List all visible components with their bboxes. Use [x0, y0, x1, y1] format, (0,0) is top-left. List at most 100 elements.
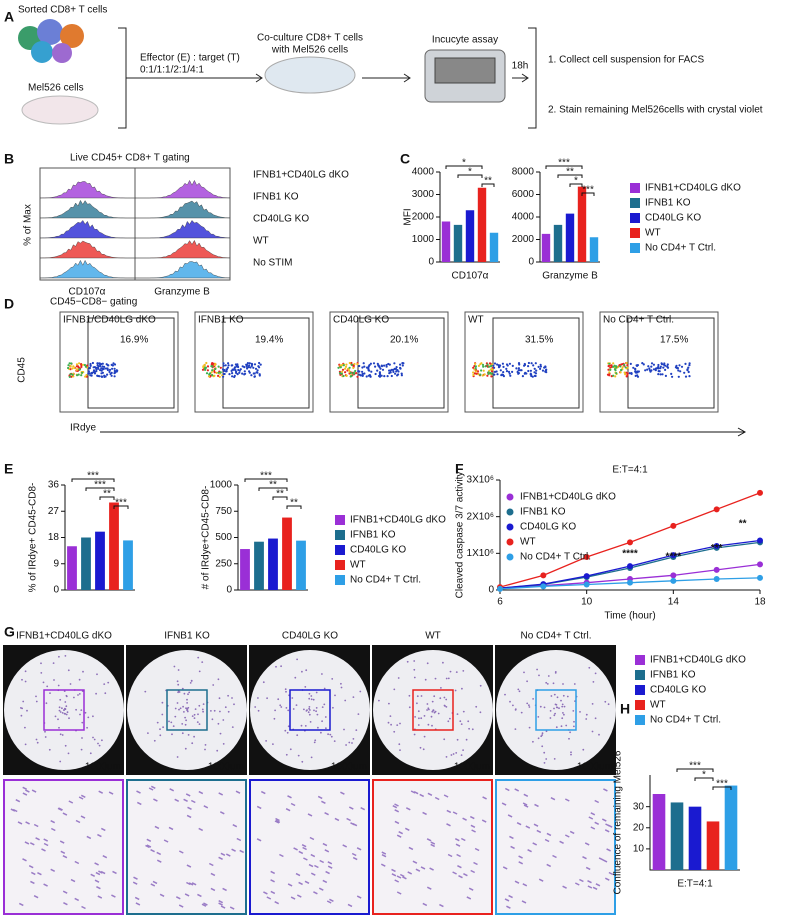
cell [227, 694, 230, 697]
cell [295, 704, 298, 706]
cell [333, 740, 336, 742]
event [402, 362, 405, 365]
event [232, 368, 235, 371]
sig-label: *** [558, 158, 570, 169]
cell [582, 856, 587, 860]
cell [80, 794, 86, 798]
cell [324, 849, 330, 853]
histogram [39, 220, 135, 239]
cell [67, 669, 70, 672]
cell [426, 838, 432, 842]
event [110, 374, 113, 377]
flow-frame [59, 311, 179, 413]
cell [408, 706, 411, 709]
cell [563, 713, 565, 716]
cell [81, 737, 83, 739]
cell [549, 710, 552, 712]
event [517, 367, 521, 370]
legend-swatch [630, 213, 640, 223]
cell [537, 716, 540, 718]
zoom-box [289, 689, 331, 731]
cell [169, 788, 175, 792]
point [670, 577, 677, 584]
cell [526, 702, 529, 705]
y-tick-label: 1X10⁶ [467, 548, 494, 559]
cell [212, 684, 215, 686]
cell [396, 834, 402, 838]
legend-swatch [630, 198, 640, 208]
cell [396, 891, 402, 895]
event [387, 362, 390, 366]
cell [275, 817, 280, 822]
cell [277, 698, 280, 701]
well [496, 650, 616, 770]
cell [308, 706, 311, 708]
event [223, 369, 226, 372]
cell [516, 822, 522, 826]
cell [58, 709, 61, 712]
cell [79, 713, 81, 716]
legend-label: IFNB1 KO [645, 198, 691, 209]
cell [454, 689, 457, 692]
cell [186, 710, 189, 713]
event [258, 366, 261, 369]
cell [260, 790, 266, 795]
cell [518, 690, 521, 693]
event [634, 368, 637, 371]
cell [520, 711, 523, 714]
cell [352, 738, 355, 740]
cell [541, 734, 544, 736]
cell [100, 827, 106, 832]
cell [184, 893, 190, 897]
cell [296, 734, 299, 737]
event [625, 371, 628, 374]
cell [514, 880, 520, 884]
panel-label: C [400, 151, 410, 167]
image-label: IFNB1 KO [164, 631, 210, 642]
event [487, 371, 490, 374]
cell [174, 798, 180, 802]
event [487, 372, 490, 375]
hist-group: CD40LG KO [253, 214, 309, 225]
event [650, 365, 653, 368]
event [619, 371, 622, 374]
event [100, 369, 103, 372]
event [642, 363, 645, 366]
event [619, 365, 622, 368]
event [80, 365, 83, 368]
cell [24, 670, 27, 673]
cell [355, 729, 358, 731]
cell [428, 708, 430, 711]
x-axis-label: Granzyme B [542, 271, 598, 282]
cell [50, 868, 56, 872]
cell [462, 670, 465, 672]
cell [323, 703, 326, 706]
cell [359, 690, 362, 693]
cell [153, 739, 156, 742]
cell [418, 717, 420, 720]
event [101, 371, 104, 374]
x-axis-label: E:T=4:1 [677, 879, 713, 890]
cell [603, 788, 608, 792]
legend-label: No CD4+ T Ctrl. [520, 552, 591, 563]
event [380, 374, 383, 377]
event [378, 371, 381, 374]
cell [297, 754, 300, 757]
event [623, 363, 626, 366]
event [231, 372, 234, 375]
cell [427, 792, 433, 796]
cell [552, 854, 557, 859]
event [342, 364, 345, 367]
cell [443, 794, 449, 798]
cell [330, 735, 333, 738]
image-label: No CD4+ T Ctrl. [520, 631, 591, 642]
cell [61, 707, 63, 710]
point [757, 489, 763, 496]
legend-swatch [635, 655, 645, 665]
cell [555, 706, 558, 709]
event [388, 369, 391, 372]
cell [514, 788, 520, 792]
event [361, 374, 364, 377]
cell [302, 846, 307, 851]
cell [437, 712, 440, 715]
